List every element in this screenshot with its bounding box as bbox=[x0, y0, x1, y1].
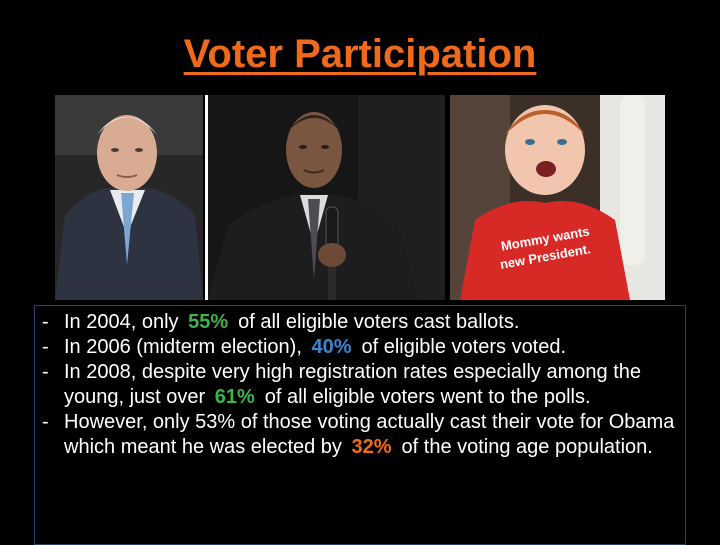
bullet-text: of all eligible voters went to the polls… bbox=[264, 386, 591, 408]
turnout-2004-value: 55% bbox=[188, 311, 229, 333]
bullet-2004: - In 2004, only 55% of all eligible voter… bbox=[42, 310, 682, 335]
bullet-text: of eligible voters voted. bbox=[361, 336, 567, 358]
bullet-text: In 2006 (midterm election), bbox=[64, 336, 302, 358]
bullet-dash: - bbox=[42, 361, 49, 383]
older-man-portrait bbox=[55, 95, 203, 300]
turnout-2008-value: 61% bbox=[214, 386, 255, 408]
bullet-text: However, only 53% of those voting actual… bbox=[64, 411, 675, 458]
bullet-text: of all eligible voters cast ballots. bbox=[238, 311, 520, 333]
bullet-dash: - bbox=[42, 411, 49, 433]
bullet-2006: - In 2006 (midterm election), 40% of elig… bbox=[42, 335, 682, 360]
bullet-obama: - However, only 53% of those voting actu… bbox=[42, 410, 682, 460]
child-in-red-shirt: Mommy wants new President. bbox=[450, 95, 665, 300]
bullet-list: - In 2004, only 55% of all eligible voter… bbox=[42, 310, 682, 460]
bullet-2008: - In 2008, despite very high registratio… bbox=[42, 360, 682, 410]
bullet-text: of the voting age population. bbox=[401, 436, 653, 458]
bullet-dash: - bbox=[42, 336, 49, 358]
slide-title: Voter Participation bbox=[183, 32, 537, 76]
man-with-microphone bbox=[208, 95, 445, 300]
bullet-text: In 2004, only bbox=[64, 311, 179, 333]
bullet-text: In 2008, despite very high registration … bbox=[64, 361, 642, 408]
photo-strip: Mommy wants new President. bbox=[55, 95, 665, 300]
photo-divider bbox=[205, 95, 208, 300]
elected-share-value: 32% bbox=[351, 436, 392, 458]
bullet-dash: - bbox=[42, 311, 49, 333]
turnout-2006-value: 40% bbox=[311, 336, 352, 358]
